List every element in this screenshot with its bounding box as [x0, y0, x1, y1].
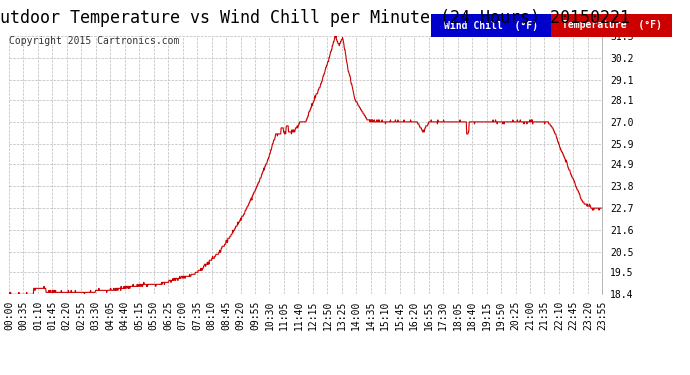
Text: Temperature  (°F): Temperature (°F)	[562, 21, 662, 30]
Text: Outdoor Temperature vs Wind Chill per Minute (24 Hours) 20150221: Outdoor Temperature vs Wind Chill per Mi…	[0, 9, 631, 27]
Text: Wind Chill  (°F): Wind Chill (°F)	[444, 21, 538, 30]
Text: Copyright 2015 Cartronics.com: Copyright 2015 Cartronics.com	[9, 36, 179, 46]
